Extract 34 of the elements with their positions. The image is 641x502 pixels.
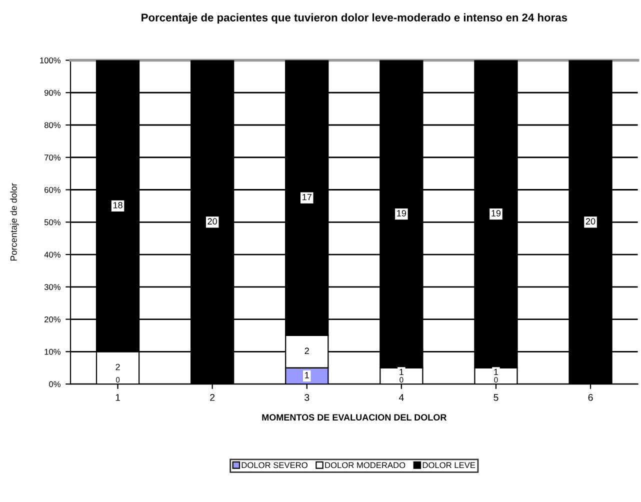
annotation: 18	[113, 202, 122, 208]
annotation: 20	[208, 218, 217, 225]
annotation: 19	[492, 210, 501, 216]
y-axis-title: Porcentaje de dolor	[10, 183, 19, 261]
chart-title: Porcentaje de pacientes que tuvieron dolor leve-moderado e intenso en 24 horas	[142, 13, 568, 24]
y-tick-label: 90%	[44, 90, 60, 96]
legend-label: DOLOR SEVERO	[242, 462, 308, 468]
y-tick-label: 80%	[44, 122, 60, 128]
x-tick-label: 5	[494, 394, 498, 401]
annotation: 1	[400, 368, 404, 376]
annotation: 1	[305, 372, 309, 378]
legend-label: DOLOR LEVE	[422, 462, 476, 468]
y-tick-label: 60%	[44, 186, 60, 193]
x-axis-title: MOMENTOS DE EVALUACION DEL DOLOR	[262, 414, 447, 421]
annotation: 2	[304, 348, 309, 354]
annotation: 19	[397, 210, 406, 216]
x-tick-label: 6	[588, 394, 593, 401]
annotation: 17	[302, 194, 312, 200]
y-tick-label: 20%	[44, 316, 60, 322]
y-tick-label: 0%	[49, 381, 60, 388]
y-tick-label: 30%	[44, 284, 60, 290]
legend-label: DOLOR MODERADO	[325, 462, 406, 468]
y-tick-label: 50%	[44, 219, 60, 226]
y-tick-label: 100%	[40, 57, 60, 64]
annotation: 2	[116, 364, 120, 370]
y-tick-label: 10%	[44, 348, 60, 355]
x-tick-label: 2	[210, 394, 215, 401]
x-tick-label: 1	[116, 394, 120, 401]
x-tick-label: 4	[398, 394, 404, 401]
annotation: 20	[586, 218, 596, 225]
x-tick-label: 3	[304, 394, 310, 401]
y-tick-label: 40%	[44, 252, 60, 258]
y-tick-label: 70%	[44, 154, 60, 160]
annotation: 1	[494, 368, 498, 376]
